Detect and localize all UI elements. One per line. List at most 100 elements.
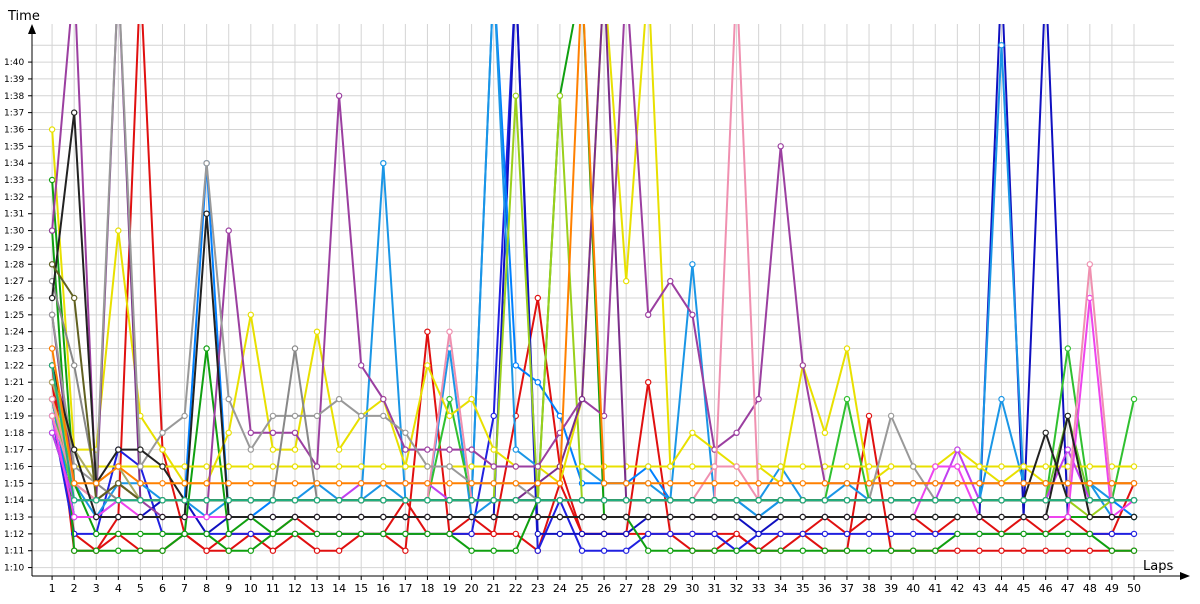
data-point: [159, 547, 166, 554]
data-point: [733, 429, 740, 436]
x-axis-arrow: [1180, 572, 1190, 580]
data-point: [821, 497, 829, 504]
data-point: [534, 480, 542, 487]
data-point: [70, 294, 78, 302]
data-point: [623, 277, 630, 285]
data-point: [711, 463, 718, 470]
data-point: [225, 227, 232, 234]
x-tick-label: 18: [420, 582, 434, 595]
data-point: [1042, 429, 1049, 436]
x-tick-label: 37: [840, 582, 854, 595]
data-point: [733, 547, 740, 554]
data-point: [70, 547, 78, 554]
data-point: [887, 530, 895, 538]
x-tick-label: 12: [288, 582, 302, 595]
data-point: [821, 513, 829, 521]
data-point: [865, 463, 873, 470]
data-point: [358, 463, 365, 470]
data-point: [291, 429, 299, 436]
x-tick-label: 4: [115, 582, 122, 595]
x-tick-label: 2: [71, 582, 78, 595]
data-point: [799, 497, 807, 504]
data-point: [932, 497, 939, 504]
data-point: [534, 379, 542, 386]
data-point: [446, 480, 453, 487]
y-tick-label: 1:40: [4, 58, 24, 68]
data-point: [225, 513, 232, 521]
data-point: [777, 463, 784, 470]
data-point: [424, 362, 431, 369]
data-point: [689, 513, 696, 521]
data-point: [402, 513, 409, 521]
data-point: [887, 412, 895, 420]
data-point: [92, 497, 100, 504]
data-point: [115, 530, 122, 538]
data-point: [755, 497, 762, 504]
data-point: [115, 513, 122, 521]
data-point: [468, 446, 475, 453]
data-point: [247, 429, 254, 436]
data-point: [645, 480, 652, 487]
data-point: [578, 513, 586, 521]
data-point: [998, 547, 1005, 554]
y-tick-label: 1:39: [4, 75, 24, 85]
data-point: [534, 463, 542, 470]
y-tick-label: 1:28: [4, 260, 24, 270]
y-axis-title: Time: [7, 9, 40, 24]
data-point: [534, 513, 542, 521]
data-point: [291, 446, 299, 453]
data-point: [335, 497, 343, 504]
data-point: [181, 463, 188, 470]
x-tick-label: 16: [376, 582, 390, 595]
data-point: [954, 530, 961, 538]
data-point: [689, 463, 696, 470]
data-point: [203, 345, 210, 352]
x-tick-label: 46: [1039, 582, 1053, 595]
data-point: [645, 379, 652, 386]
x-tick-label: 50: [1127, 582, 1141, 595]
data-point: [446, 446, 453, 453]
x-tick-label: 39: [884, 582, 898, 595]
data-point: [512, 362, 520, 369]
y-tick-label: 1:34: [4, 159, 24, 169]
data-point: [645, 463, 652, 470]
data-point: [689, 311, 696, 318]
data-point: [115, 446, 122, 453]
data-point: [247, 480, 254, 487]
data-point: [512, 497, 520, 504]
data-point: [1086, 463, 1094, 470]
data-point: [269, 446, 277, 453]
data-point: [556, 513, 564, 521]
data-point: [645, 311, 652, 318]
y-tick-label: 1:26: [4, 294, 24, 304]
data-point: [48, 395, 56, 403]
data-point: [490, 497, 497, 504]
data-point: [1042, 480, 1049, 487]
data-point: [269, 497, 277, 504]
data-point: [932, 530, 939, 538]
data-point: [358, 412, 365, 420]
data-point: [490, 547, 497, 554]
x-tick-label: 30: [685, 582, 699, 595]
data-point: [402, 530, 409, 538]
y-tick-label: 1:20: [4, 395, 24, 405]
data-point: [777, 547, 784, 554]
data-point: [446, 463, 453, 470]
data-point: [247, 513, 254, 521]
x-tick-label: 13: [310, 582, 324, 595]
data-point: [380, 395, 387, 403]
data-point: [115, 463, 122, 470]
data-point: [181, 513, 188, 521]
data-point: [865, 412, 873, 420]
data-point: [203, 513, 210, 521]
data-point: [70, 446, 78, 453]
data-point: [291, 345, 299, 352]
data-point: [380, 480, 387, 487]
data-point: [1130, 480, 1138, 487]
data-point: [865, 497, 873, 504]
data-point: [578, 463, 586, 470]
data-point: [976, 480, 983, 487]
data-point: [1086, 513, 1094, 521]
x-tick-label: 32: [730, 582, 744, 595]
data-point: [446, 328, 453, 335]
